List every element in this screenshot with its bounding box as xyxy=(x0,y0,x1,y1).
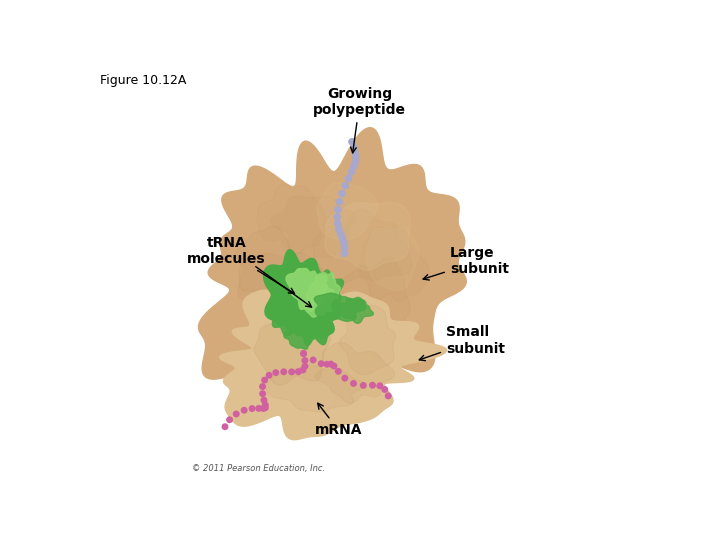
Circle shape xyxy=(348,138,356,146)
Circle shape xyxy=(240,407,248,414)
Polygon shape xyxy=(366,227,419,291)
Polygon shape xyxy=(288,293,390,356)
Circle shape xyxy=(338,190,346,198)
Circle shape xyxy=(261,376,268,383)
Circle shape xyxy=(335,368,342,375)
Circle shape xyxy=(334,220,341,227)
Circle shape xyxy=(350,144,358,151)
Circle shape xyxy=(341,182,349,190)
Polygon shape xyxy=(305,306,333,340)
Circle shape xyxy=(382,386,388,393)
Polygon shape xyxy=(270,196,356,260)
Circle shape xyxy=(336,198,343,206)
Circle shape xyxy=(333,213,341,221)
Polygon shape xyxy=(359,226,429,301)
Polygon shape xyxy=(314,273,341,300)
Circle shape xyxy=(295,368,302,375)
Text: Small
subunit: Small subunit xyxy=(419,326,505,361)
Circle shape xyxy=(302,363,308,370)
Circle shape xyxy=(328,361,334,368)
Polygon shape xyxy=(325,202,410,270)
Circle shape xyxy=(226,416,233,423)
Circle shape xyxy=(341,249,348,257)
Text: tRNA
molecules: tRNA molecules xyxy=(187,236,294,294)
Polygon shape xyxy=(257,184,326,256)
Circle shape xyxy=(259,383,266,390)
Circle shape xyxy=(348,168,355,176)
Circle shape xyxy=(262,402,269,408)
Circle shape xyxy=(261,397,267,403)
Polygon shape xyxy=(238,253,329,330)
Circle shape xyxy=(272,369,279,376)
Polygon shape xyxy=(315,293,366,321)
Circle shape xyxy=(300,367,306,374)
Circle shape xyxy=(341,375,348,382)
Circle shape xyxy=(340,239,348,246)
Polygon shape xyxy=(305,281,334,317)
Circle shape xyxy=(334,206,342,213)
Polygon shape xyxy=(312,209,412,283)
Polygon shape xyxy=(264,249,328,327)
Circle shape xyxy=(360,382,366,389)
Polygon shape xyxy=(315,342,395,403)
Polygon shape xyxy=(333,298,374,323)
Circle shape xyxy=(351,158,359,165)
Circle shape xyxy=(222,423,228,430)
Text: mRNA: mRNA xyxy=(315,403,362,437)
Circle shape xyxy=(259,390,266,397)
Polygon shape xyxy=(236,226,302,299)
Circle shape xyxy=(384,393,392,400)
Polygon shape xyxy=(254,316,330,385)
Circle shape xyxy=(262,404,269,411)
Circle shape xyxy=(323,361,330,368)
Polygon shape xyxy=(220,290,446,440)
Circle shape xyxy=(350,163,358,170)
Circle shape xyxy=(260,405,266,412)
Circle shape xyxy=(310,356,317,363)
Circle shape xyxy=(351,148,359,157)
Polygon shape xyxy=(266,366,364,412)
Circle shape xyxy=(233,410,240,417)
Circle shape xyxy=(341,244,348,252)
Circle shape xyxy=(345,174,352,182)
Circle shape xyxy=(352,153,359,161)
Text: Figure 10.12A: Figure 10.12A xyxy=(99,74,186,87)
Circle shape xyxy=(350,380,357,387)
Circle shape xyxy=(330,362,338,369)
Polygon shape xyxy=(286,268,327,312)
Circle shape xyxy=(280,368,287,375)
Polygon shape xyxy=(287,284,336,346)
Circle shape xyxy=(377,382,383,389)
Text: Growing
polypeptide: Growing polypeptide xyxy=(313,87,406,153)
Circle shape xyxy=(300,350,307,357)
Polygon shape xyxy=(284,310,317,349)
Circle shape xyxy=(302,357,308,364)
Polygon shape xyxy=(302,270,343,323)
Circle shape xyxy=(248,405,256,412)
Polygon shape xyxy=(271,285,305,335)
Circle shape xyxy=(335,225,343,233)
Circle shape xyxy=(338,234,346,242)
Circle shape xyxy=(318,360,325,367)
Polygon shape xyxy=(317,183,378,240)
Circle shape xyxy=(369,382,376,389)
Circle shape xyxy=(337,230,344,238)
Text: Large
subunit: Large subunit xyxy=(423,246,509,280)
Circle shape xyxy=(256,405,262,412)
Circle shape xyxy=(266,372,273,379)
Circle shape xyxy=(300,350,307,357)
Polygon shape xyxy=(337,258,410,349)
Polygon shape xyxy=(268,309,348,363)
Circle shape xyxy=(288,368,295,375)
Polygon shape xyxy=(199,127,467,394)
Polygon shape xyxy=(339,305,395,375)
Text: © 2011 Pearson Education, Inc.: © 2011 Pearson Education, Inc. xyxy=(192,464,325,473)
